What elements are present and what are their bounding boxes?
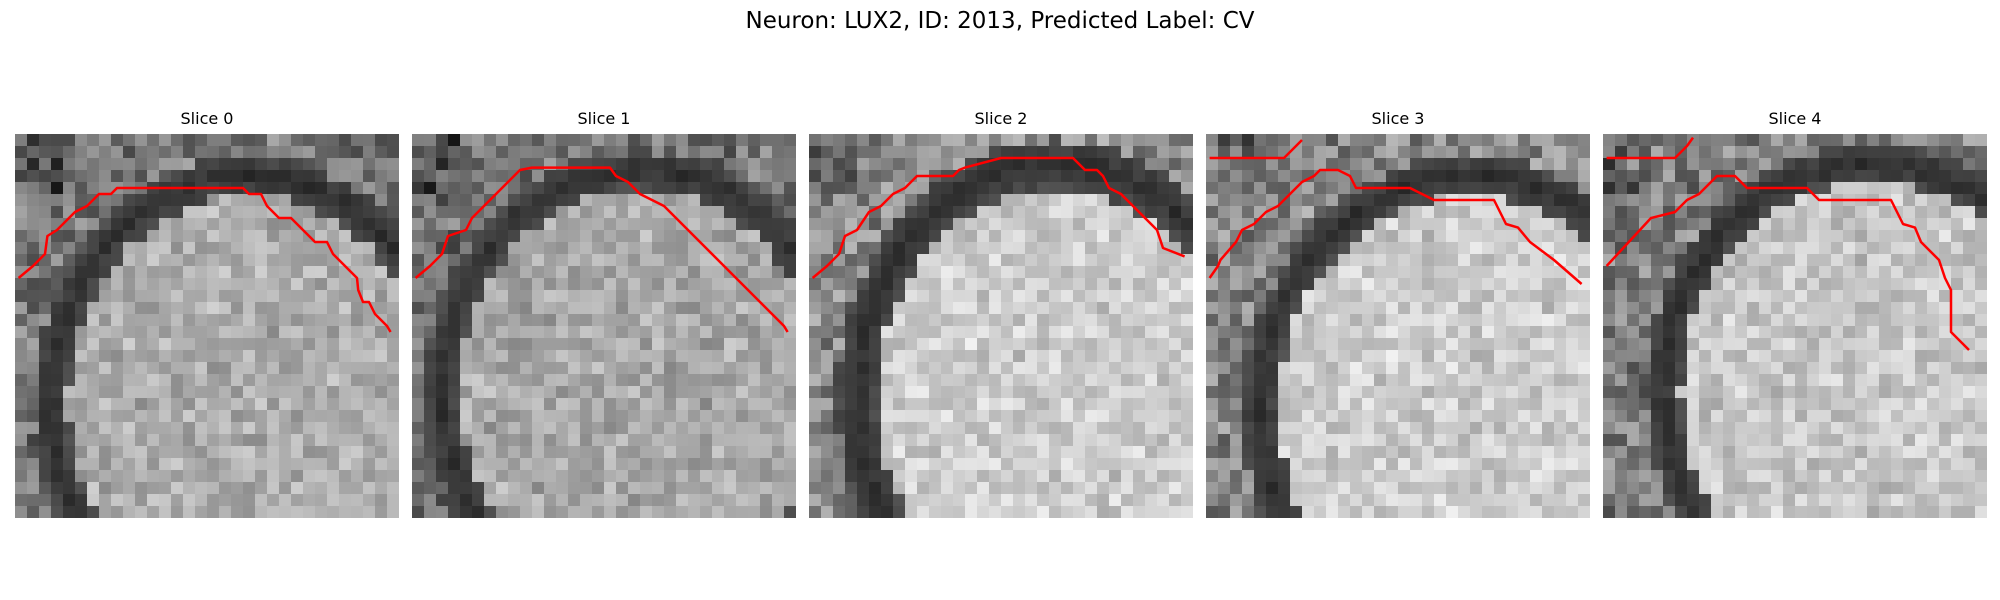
contour-line (1605, 174, 1970, 351)
pixel-grid (809, 134, 1193, 518)
pixel-grid (1603, 134, 1987, 518)
slice-image-4 (1603, 134, 1987, 518)
pixel-grid (1206, 134, 1590, 518)
slice-title-4: Slice 4 (1768, 109, 1822, 128)
pixel-grid (15, 134, 399, 518)
contour-line (1606, 136, 1695, 160)
contour-line (1209, 139, 1303, 160)
slice-title-2: Slice 2 (974, 109, 1028, 128)
slice-image-1 (412, 134, 796, 518)
slice-title-3: Slice 3 (1371, 109, 1425, 128)
slice-panel-4: Slice 4 (1603, 108, 1987, 518)
contour-line (811, 156, 1186, 279)
contour-line (17, 186, 392, 333)
slice-image-0 (15, 134, 399, 518)
contour-line (414, 166, 789, 333)
slice-panel-3: Slice 3 (1206, 108, 1590, 518)
slice-title-1: Slice 1 (577, 109, 631, 128)
pixel-grid (412, 134, 796, 518)
figure-title: Neuron: LUX2, ID: 2013, Predicted Label:… (745, 8, 1255, 34)
slice-image-3 (1206, 134, 1590, 518)
slice-title-0: Slice 0 (180, 109, 234, 128)
contour-line (1208, 168, 1583, 285)
slice-image-2 (809, 134, 1193, 518)
slice-panel-2: Slice 2 (809, 108, 1193, 518)
slice-panel-0: Slice 0 (15, 108, 399, 518)
slice-panel-1: Slice 1 (412, 108, 796, 518)
